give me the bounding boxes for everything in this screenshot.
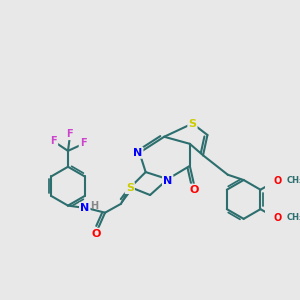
Text: CH₃: CH₃ bbox=[287, 176, 300, 185]
Text: F: F bbox=[50, 136, 57, 146]
Text: N: N bbox=[80, 203, 89, 213]
Text: O: O bbox=[190, 185, 199, 195]
Text: S: S bbox=[126, 183, 134, 193]
Text: H: H bbox=[90, 201, 98, 211]
Text: F: F bbox=[66, 129, 73, 139]
Text: N: N bbox=[133, 148, 142, 158]
Text: S: S bbox=[188, 118, 196, 128]
Text: F: F bbox=[80, 138, 86, 148]
Text: O: O bbox=[273, 213, 281, 223]
Text: CH₃: CH₃ bbox=[287, 214, 300, 223]
Text: N: N bbox=[163, 176, 172, 186]
Text: O: O bbox=[273, 176, 281, 186]
Text: O: O bbox=[92, 229, 101, 239]
